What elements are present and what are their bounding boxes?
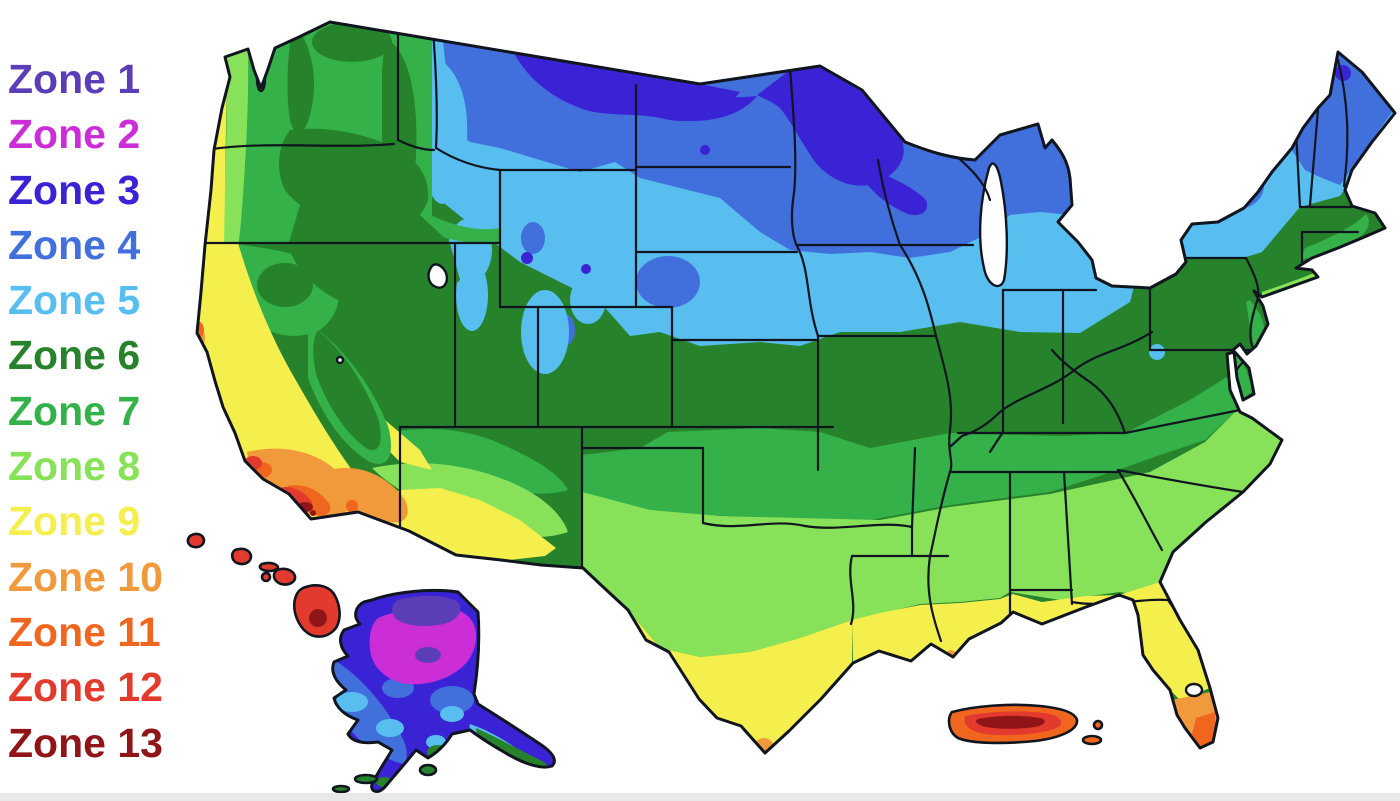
legend: Zone 1 Zone 2 Zone 3 Zone 4 Zone 5 Zone …	[8, 56, 163, 766]
border-ohio-river	[949, 330, 1154, 448]
legend-zone-4-label: Zone 4	[8, 222, 140, 268]
puerto-rico	[947, 703, 1104, 746]
zone-6-overlays	[257, 22, 460, 312]
legend-zone-10-label: Zone 10	[8, 554, 163, 600]
border-missouri-river	[795, 244, 820, 338]
border-wa-id	[396, 26, 436, 152]
border-ny-vt	[1294, 128, 1302, 209]
border-vt-nh	[1308, 108, 1320, 207]
border-al-ga	[1062, 470, 1074, 606]
hawaii-kauai	[186, 532, 206, 549]
legend-zone-9-label: Zone 9	[8, 498, 140, 544]
legend-zone-5-label: Zone 5	[8, 277, 140, 323]
legend-zone-11-label: Zone 11	[8, 609, 161, 655]
legend-zone-13-label: Zone 13	[8, 720, 163, 766]
border-mississippi-river	[898, 243, 953, 643]
puerto-rico-zone-13	[975, 715, 1045, 729]
border-mn-west	[788, 66, 799, 248]
legend-zone-1-label: Zone 1	[8, 56, 140, 102]
lake-michigan	[978, 162, 1009, 288]
legend-zone-6-label: Zone 6	[8, 332, 140, 378]
hawaii-maui	[272, 567, 297, 586]
alaska-zone-4-areas	[332, 660, 474, 764]
lake-tahoe	[335, 355, 345, 365]
culebra-island	[1092, 719, 1104, 731]
lake-okeechobee	[1184, 682, 1204, 698]
legend-zone-12-label: Zone 12	[8, 664, 163, 710]
border-id-mt	[431, 28, 502, 172]
page-bottom-strip	[0, 793, 1400, 801]
aleutian-islands	[331, 763, 438, 794]
border-wa-or	[210, 142, 396, 151]
legend-zone-2-label: Zone 2	[8, 111, 140, 157]
vieques-island	[1081, 734, 1103, 746]
state-borders	[198, 26, 1360, 643]
border-nh-me	[1336, 58, 1349, 188]
alaska-zone-2-areas	[369, 607, 477, 685]
legend-zone-7-label: Zone 7	[8, 388, 140, 434]
puerto-rico-outlying-islands	[1081, 719, 1104, 746]
hawaii-lanai	[260, 571, 272, 583]
border-red-river	[701, 521, 914, 529]
border-ok-east	[910, 446, 917, 558]
border-mn-wi	[876, 158, 902, 247]
great-salt-lake	[427, 263, 449, 289]
legend-zone-3-label: Zone 3	[8, 167, 140, 213]
sierra-zone-6-core	[313, 330, 381, 451]
border-tx-la	[849, 554, 855, 626]
border-ga-sc	[1116, 468, 1164, 552]
hawaii-oahu	[230, 547, 253, 566]
hawaii-molokai	[258, 561, 280, 573]
hawaii-zone-13-core	[309, 609, 327, 627]
border-ky-va	[1050, 348, 1127, 435]
legend-zone-8-label: Zone 8	[8, 443, 140, 489]
border-nc-sc	[1116, 468, 1245, 494]
alaska	[331, 588, 556, 794]
alaska-zone-1-areas	[392, 595, 461, 663]
